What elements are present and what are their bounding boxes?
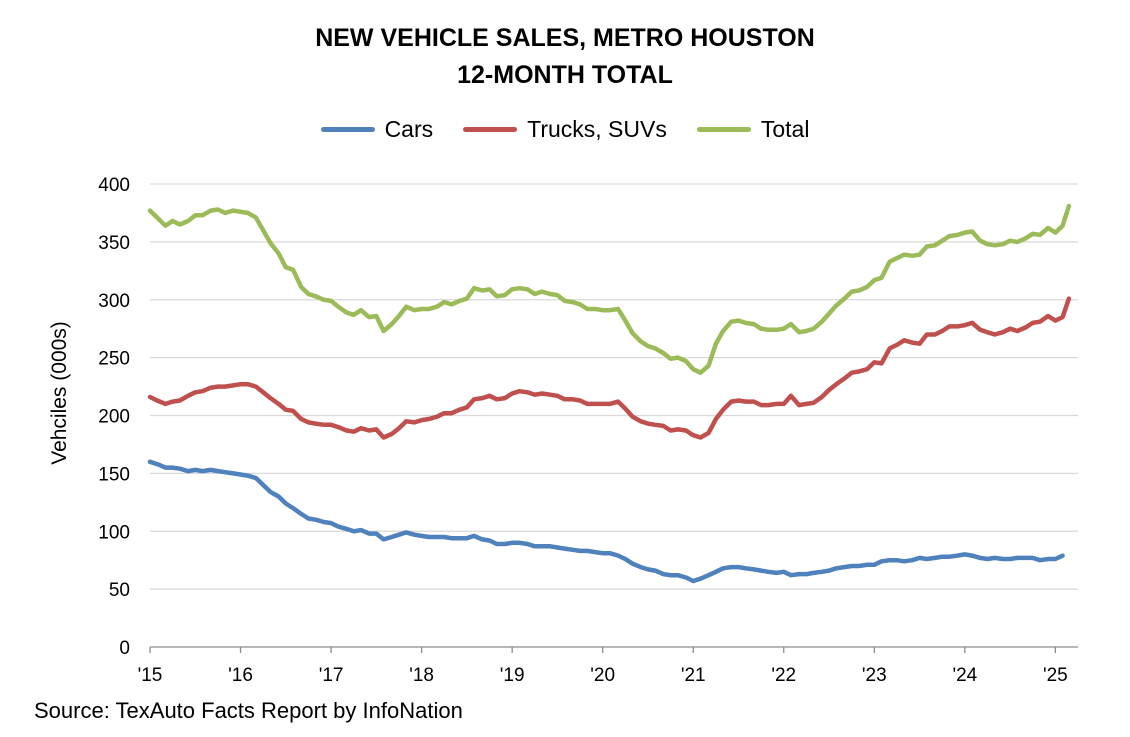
x-tick-label: '15 [138,665,163,686]
y-tick-label: 0 [119,638,130,659]
legend-label-trucks-suvs: Trucks, SUVs [527,116,667,142]
y-axis-tick-labels: 0 50 100 150 200 250 300 350 400 [98,175,130,659]
y-tick-label: 350 [98,233,130,254]
x-tick-label: '19 [500,665,525,686]
x-tick-label: '25 [1043,665,1068,686]
legend-item-total: Total [696,116,810,143]
series-line-trucks-suvs [147,296,1072,440]
chart-title-line-1: NEW VEHICLE SALES, METRO HOUSTON [315,24,815,52]
y-tick-label: 300 [98,291,130,312]
x-tick-label: '20 [590,665,615,686]
legend-swatch-trucks-suvs [463,127,518,132]
legend-label-total: Total [760,116,810,142]
x-axis-tick-labels: '15 '16 '17 '18 '19 '20 '21 '22 '23 '24 '25 [138,665,1068,686]
y-tick-label: 100 [98,522,130,543]
legend-swatch-total [696,127,751,132]
y-tick-label: 200 [98,407,130,428]
x-tick-label: '23 [862,665,887,686]
source-note: Source: TexAuto Facts Report by InfoNati… [34,698,463,723]
y-tick-label: 250 [98,349,130,370]
chart-title-line-2: 12-MONTH TOTAL [457,61,673,89]
x-tick-label: '18 [409,665,434,686]
legend-item-trucks-suvs: Trucks, SUVs [463,116,667,143]
legend-label-cars: Cars [384,116,434,142]
y-tick-label: 150 [98,464,130,485]
x-tick-label: '17 [319,665,344,686]
x-tick-label: '21 [681,665,706,686]
series-lines [147,203,1072,584]
series-line-cars [147,459,1065,584]
series-line-total [147,203,1072,375]
gridlines [149,183,1078,653]
x-tick-label: '24 [952,665,977,686]
legend-swatch-cars [320,127,375,132]
chart-legend: Cars Trucks, SUVs Total [0,116,1130,143]
y-axis-label: Vehciles (000s) [48,321,71,465]
x-tick-label: '22 [771,665,796,686]
y-tick-label: 400 [98,175,130,196]
legend-item-cars: Cars [320,116,434,143]
x-tick-label: '16 [228,665,253,686]
y-tick-label: 50 [109,580,130,601]
